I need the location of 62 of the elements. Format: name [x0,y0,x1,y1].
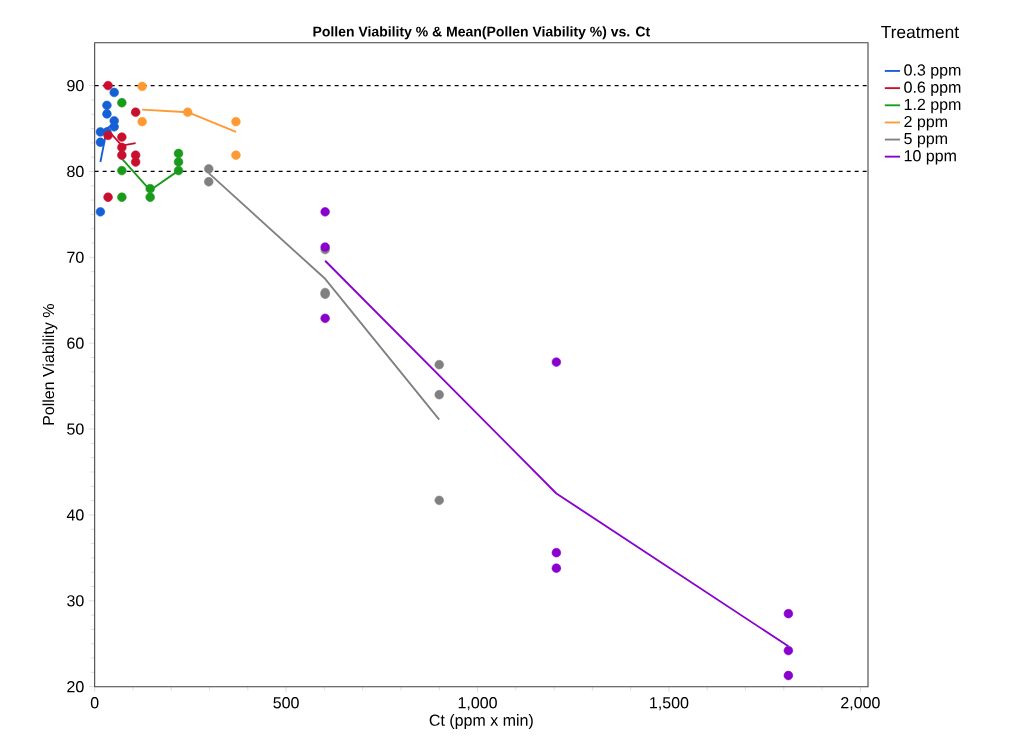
point [204,164,214,174]
y-axis-title: Pollen Viability % [42,304,58,425]
point [117,166,127,176]
point [109,87,119,98]
y-tick-label: 40 [66,509,84,521]
point [173,166,184,176]
point [103,81,113,91]
point [551,548,562,558]
point [783,609,794,619]
legend-label: 1.2 ppm [904,98,961,114]
legend-label: 5 ppm [904,133,947,148]
point [173,157,184,167]
point [109,122,119,132]
y-tick-label: 90 [67,80,84,92]
point [117,98,127,108]
point [102,100,112,111]
point [117,192,127,203]
point [434,360,444,370]
point [183,107,193,118]
legend-title: Treatment [881,26,959,39]
point [117,150,127,160]
point [137,117,147,127]
x-tick-label: 500 [273,697,299,709]
chart-title: Pollen Viability % & Mean(Pollen Viability %) vs. Ct [313,26,651,40]
y-tick-label: 50 [67,423,84,435]
point [117,132,127,142]
legend-label: 10 ppm [904,150,956,165]
point [103,130,113,141]
x-tick-label: 1,000 [458,697,497,711]
point [95,207,106,217]
x-tick-label: 2,000 [841,697,880,711]
point [434,495,444,506]
point [102,109,112,119]
point [783,646,794,656]
point [551,357,562,367]
y-tick-label: 80 [67,165,84,178]
x-tick-label: 1,500 [650,697,689,711]
point [103,192,113,203]
point [95,137,106,148]
point [137,81,147,92]
y-tick-label: 30 [67,595,84,607]
point [434,390,444,400]
point [231,117,241,127]
x-axis-title: Ct (ppm x min) [429,714,533,730]
point [320,313,330,324]
legend-label: 0.6 ppm [904,81,961,97]
point [204,177,214,187]
y-tick-label: 60 [67,337,84,350]
point [173,148,184,159]
point [130,157,141,167]
x-tick-label: 0 [90,697,99,709]
y-tick-label: 20 [67,681,84,693]
point [145,192,155,203]
point [130,107,141,118]
legend-label: 0.3 ppm [904,64,961,80]
point [320,207,330,217]
point [551,563,562,573]
point [783,671,794,681]
legend-label: 2 ppm [904,116,947,131]
y-tick-label: 70 [67,251,84,264]
point [145,184,155,194]
point [231,150,241,160]
